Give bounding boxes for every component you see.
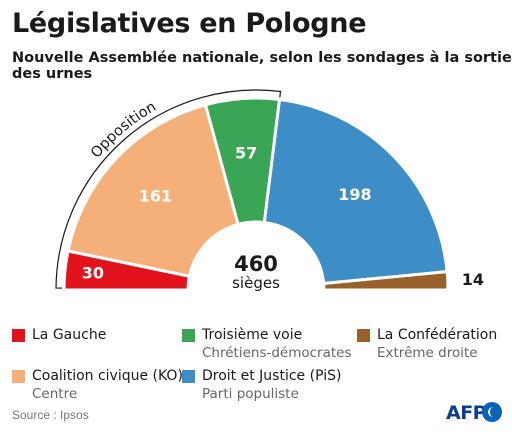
chart-subtitle: Nouvelle Assemblée nationale, selon les … [12,50,512,82]
center-label: sièges [232,274,280,292]
source-note: Source : Ipsos [12,408,89,422]
legend-label: Coalition civique (KO) [32,368,183,384]
afp-logo-icon [482,402,502,422]
legend-swatch [12,329,25,342]
legend-sublabel: Parti populiste [202,386,299,402]
label-coalition-civique-ko: 161 [139,186,172,205]
legend-swatch [12,370,25,383]
legend-label: La Confédération [377,327,498,343]
opposition-bracket [55,89,282,289]
legend-sublabel: Chrétiens-démocrates [202,345,352,361]
legend-label: La Gauche [32,327,107,343]
label-la-confederation: 14 [462,270,484,289]
segment-droit-et-justice-pis [262,97,449,286]
legend-swatch [182,370,195,383]
legend-swatch [357,329,370,342]
label-troisieme-voie: 57 [235,143,257,162]
afp-logo-text: AFP [446,402,487,424]
center-total: 460 [234,252,278,276]
legend-label: Troisième voie [202,327,303,343]
legend-sublabel: Centre [32,386,78,402]
label-droit-et-justice-pis: 198 [338,185,371,204]
segment-la-confederation [322,270,450,292]
segment-coalition-civique-ko [66,102,240,278]
label-la-gauche: 30 [82,264,104,283]
chart-title: Législatives en Pologne [12,8,367,39]
legend-label: Droit et Justice (PiS) [202,368,342,384]
legend-sublabel: Extrême droite [377,345,478,361]
legend-swatch [182,329,195,342]
